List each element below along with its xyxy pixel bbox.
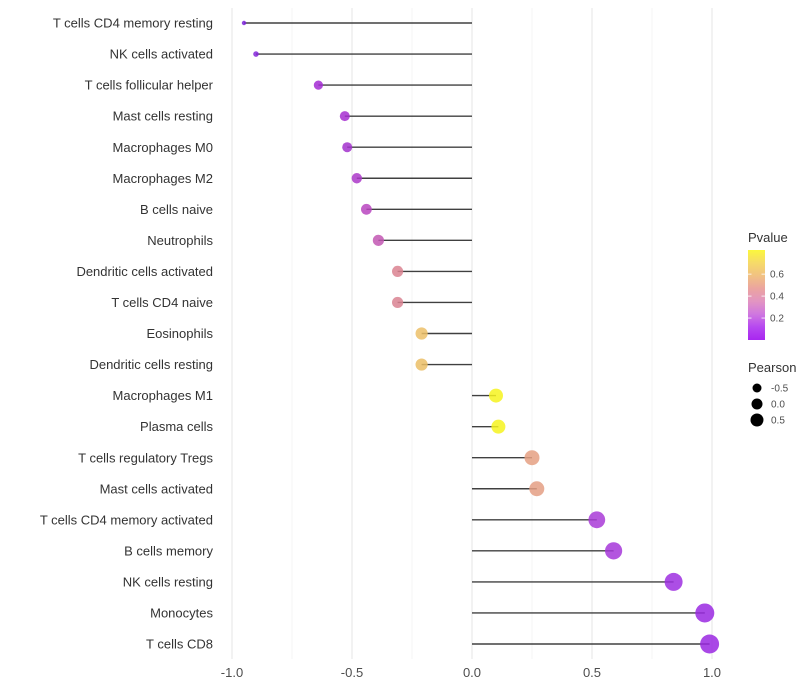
lollipop-dot	[529, 481, 545, 497]
category-label: Neutrophils	[147, 233, 213, 248]
lollipop-dot	[313, 80, 323, 90]
lollipop-dot	[664, 572, 683, 591]
category-label: B cells memory	[124, 543, 213, 558]
category-label: T cells regulatory Tregs	[78, 450, 213, 465]
x-tick-label: 1.0	[703, 665, 721, 680]
pvalue-legend-title: Pvalue	[748, 230, 788, 245]
lollipop-dot	[588, 511, 606, 529]
lollipop-dot	[605, 542, 623, 560]
lollipop-dot	[392, 265, 404, 277]
lollipop-dot	[361, 203, 372, 215]
lollipop-dot	[372, 234, 384, 246]
lollipop-dot	[415, 358, 428, 371]
pearson-legend-dot	[752, 383, 762, 393]
pvalue-tick-label: 0.4	[770, 292, 784, 303]
category-label: T cells CD4 memory activated	[40, 512, 213, 527]
category-label: Mast cells activated	[100, 481, 213, 496]
pearson-legend-dot	[750, 413, 764, 427]
category-label: NK cells resting	[123, 574, 213, 589]
lollipop-dot	[241, 20, 247, 26]
lollipop-dot	[392, 296, 404, 309]
pearson-legend-dot	[751, 398, 763, 410]
category-label: NK cells activated	[110, 47, 213, 62]
category-label: T cells CD4 naive	[111, 295, 213, 310]
category-label: T cells CD4 memory resting	[53, 16, 213, 31]
category-label: Macrophages M1	[113, 388, 213, 403]
pvalue-tick-label: 0.6	[770, 270, 784, 281]
category-label: Macrophages M2	[113, 171, 213, 186]
x-tick-label: 0.0	[463, 665, 481, 680]
lollipop-dot	[700, 634, 720, 654]
x-tick-label: -0.5	[341, 665, 363, 680]
category-label: Macrophages M0	[113, 140, 213, 155]
category-label: Dendritic cells resting	[89, 357, 213, 372]
category-label: Eosinophils	[147, 326, 214, 341]
x-tick-label: 0.5	[583, 665, 601, 680]
lollipop-dot	[489, 388, 503, 403]
lollipop-dot	[342, 142, 353, 153]
pearson-legend-label: 0.5	[771, 416, 785, 427]
lollipop-dot	[253, 51, 259, 57]
category-label: Plasma cells	[140, 419, 213, 434]
category-label: Dendritic cells activated	[76, 264, 213, 279]
category-label: Mast cells resting	[113, 109, 213, 124]
category-label: T cells follicular helper	[85, 78, 214, 93]
lollipop-dot	[695, 603, 715, 623]
pearson-legend-title: Pearson	[748, 360, 796, 375]
category-label: B cells naive	[140, 202, 213, 217]
category-label: Monocytes	[150, 606, 213, 621]
lollipop-dot	[491, 419, 506, 434]
pvalue-colorbar	[748, 250, 765, 340]
lollipop-dot	[339, 111, 350, 122]
pvalue-tick-label: 0.2	[770, 314, 784, 325]
lollipop-dot	[524, 450, 540, 466]
lollipop-dot	[415, 327, 428, 340]
x-tick-label: -1.0	[221, 665, 243, 680]
pearson-legend-label: -0.5	[771, 384, 789, 395]
lollipop-dot	[351, 173, 362, 184]
category-label: T cells CD8	[146, 637, 213, 652]
pearson-legend-label: 0.0	[771, 400, 785, 411]
